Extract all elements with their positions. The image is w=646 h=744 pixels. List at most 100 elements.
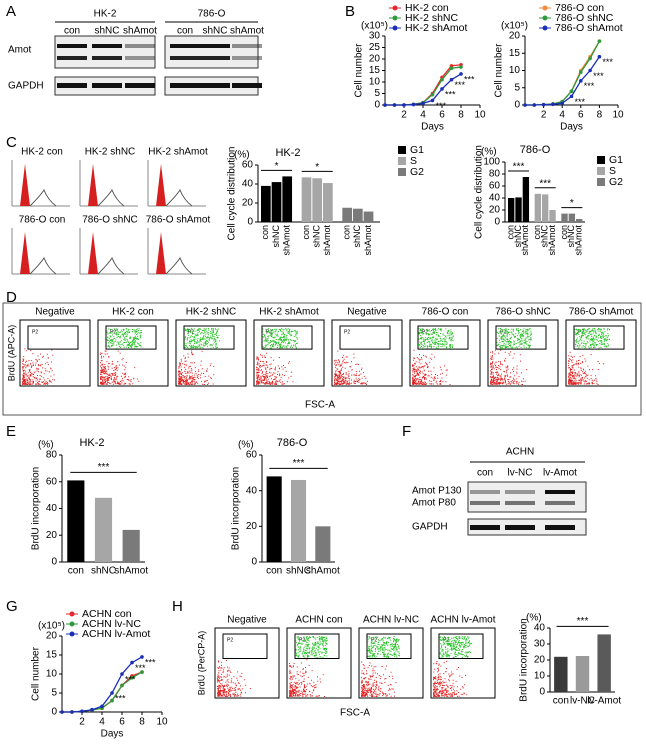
data-point [130,660,134,665]
x-tick-label: shNC [566,225,576,248]
panel-letter: B [345,3,355,20]
data-point [597,39,602,43]
x-tick-label: 6 [439,110,445,121]
significance: *** [436,101,447,111]
significance: *** [602,57,613,67]
g2-peak [165,188,193,207]
x-tick-label: 2 [401,110,407,121]
significance: *** [145,657,156,667]
row-label: Amot [8,45,32,56]
x-tick-label: shAmot [547,225,557,256]
x-tick-label: 6 [578,110,584,121]
legend-swatch [398,168,406,176]
flow-dots [100,350,140,385]
band [92,83,122,88]
axis-title: FSC-A [305,400,335,411]
data-point [100,704,104,709]
flow-dots [295,636,328,658]
legend-swatch [597,178,605,186]
y-tick-label: 60 [46,476,58,487]
y-tick-label: 60 [242,160,254,171]
data-point [579,70,583,75]
band [470,501,500,505]
gate-label: P2 [422,329,428,335]
legend-label: G1 [609,154,623,166]
y-tick-label: 20 [246,521,258,532]
y-tick-label: 60 [489,181,501,192]
x-tick-label: 10 [156,717,168,728]
legend-label: ACHN lv-Amot [82,628,150,640]
data-point [140,655,144,659]
g2-peak [29,188,57,207]
flow-frame [175,319,247,387]
bar [508,198,515,222]
axis-unit: (%) [481,147,497,158]
axis-title: Cell number [31,646,42,701]
histogram-title: HK-2 con [21,147,63,158]
band [57,44,87,48]
g1-peak [88,164,98,206]
bar [597,634,611,692]
blot-frame [164,35,259,69]
blot-group: HK-2 [94,9,117,20]
y-tick-label: 0 [374,100,380,111]
panel-letter: D [6,289,17,306]
legend-label: 786-O shNC [555,12,614,24]
g1-peak [88,232,98,274]
axis-title: BrdU (PerCP-A) [196,631,206,696]
bar [290,479,307,562]
chart-title: 786-O [277,437,308,449]
band [170,83,200,88]
flow-title: ACHN con [295,615,342,626]
g2-peak [29,256,57,275]
gate [573,325,625,350]
data-point [560,101,564,106]
gate-label: P2 [371,637,377,643]
flow-dots [568,351,604,385]
data-point [120,672,124,676]
x-tick-label: shAmot [306,566,340,577]
blot-frame [54,35,156,69]
bar [575,656,590,692]
legend-swatch [597,167,605,175]
significance: * [570,198,574,209]
data-point [523,103,527,107]
g2-peak [97,256,125,275]
gate [105,325,157,350]
y-tick-label: 20 [369,54,381,65]
data-point [459,72,463,76]
band [232,44,262,48]
data-point [383,103,387,107]
panel-letter: C [6,134,17,151]
flow-frame [565,319,637,387]
data-point [551,102,555,107]
x-tick-label: lv-Amot [587,696,621,707]
g1-peak [156,232,166,274]
x-tick-label: shAmot [114,566,148,577]
x-tick-label: shAmot [282,225,292,256]
x-tick-label: shNC [286,566,311,577]
x-tick-label: shNC [271,225,281,248]
legend-label: HK-2 con [405,2,449,14]
y-tick-label: 0 [514,100,520,111]
flow-title: Negative [347,307,387,318]
lane-label: shNC [94,26,119,37]
lane-label: con [64,26,80,37]
legend-label: G1 [410,144,424,156]
significance: *** [125,674,136,684]
panel-letter: E [6,423,16,440]
flow-frame [358,627,424,699]
flow-dots [574,328,610,349]
axis-title: FSC-A [340,708,370,719]
data-point [449,66,454,70]
blot-group: 786-O [198,9,226,20]
histogram-title: 786-O shAmot [146,215,211,226]
x-tick-label: 4 [99,717,105,728]
y-tick-label: 40 [46,503,58,514]
band [545,501,575,505]
data-point [430,98,435,103]
flow-frame [487,319,559,387]
x-tick-label: con [506,225,516,240]
significance: *** [445,89,456,99]
x-tick-label: 8 [139,717,145,728]
